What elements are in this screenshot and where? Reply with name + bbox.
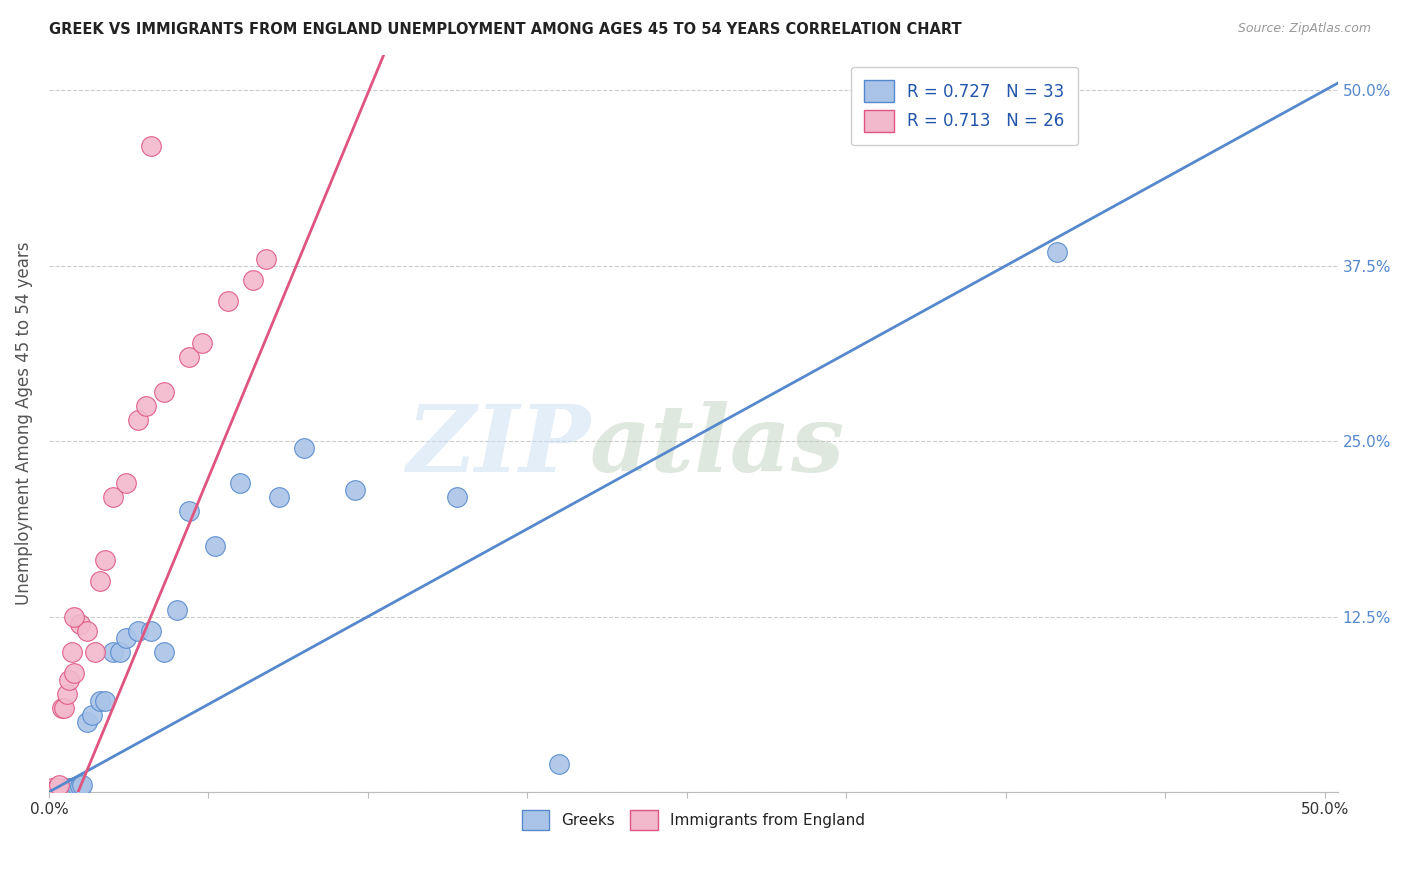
Point xyxy=(56,782,79,797)
Point xyxy=(76,714,98,729)
Point xyxy=(41,780,63,795)
Text: ZIP: ZIP xyxy=(406,401,591,491)
Point xyxy=(66,780,89,794)
Text: atlas: atlas xyxy=(591,401,845,491)
Point xyxy=(191,335,214,350)
Point xyxy=(1046,244,1069,259)
Point xyxy=(254,252,277,266)
Point xyxy=(63,665,86,680)
Point xyxy=(41,783,63,797)
Point xyxy=(139,624,162,638)
Point xyxy=(114,476,136,491)
Point xyxy=(127,624,149,638)
Point xyxy=(101,490,124,504)
Point xyxy=(70,778,93,792)
Point xyxy=(166,602,188,616)
Point xyxy=(179,504,201,518)
Point xyxy=(229,476,252,491)
Point xyxy=(153,645,176,659)
Point xyxy=(53,780,76,795)
Point xyxy=(48,782,70,797)
Point xyxy=(69,616,91,631)
Point xyxy=(45,780,67,795)
Point xyxy=(63,780,86,795)
Point xyxy=(292,441,315,455)
Point xyxy=(344,483,367,498)
Point xyxy=(242,273,264,287)
Point xyxy=(204,540,226,554)
Point xyxy=(63,609,86,624)
Point xyxy=(69,780,91,794)
Point xyxy=(83,645,105,659)
Point xyxy=(51,700,73,714)
Point xyxy=(89,694,111,708)
Point xyxy=(94,694,117,708)
Point xyxy=(153,384,176,399)
Point xyxy=(48,778,70,792)
Point xyxy=(179,350,201,364)
Point xyxy=(42,782,65,797)
Point xyxy=(446,490,468,504)
Point xyxy=(114,631,136,645)
Point xyxy=(127,413,149,427)
Point xyxy=(82,707,104,722)
Legend: Greeks, Immigrants from England: Greeks, Immigrants from England xyxy=(516,804,872,836)
Point xyxy=(139,139,162,153)
Point xyxy=(135,399,157,413)
Point xyxy=(76,624,98,638)
Text: GREEK VS IMMIGRANTS FROM ENGLAND UNEMPLOYMENT AMONG AGES 45 TO 54 YEARS CORRELAT: GREEK VS IMMIGRANTS FROM ENGLAND UNEMPLO… xyxy=(49,22,962,37)
Point xyxy=(58,673,80,687)
Point xyxy=(217,293,239,308)
Point xyxy=(94,553,117,567)
Point xyxy=(60,780,83,795)
Point xyxy=(267,490,290,504)
Point xyxy=(56,687,79,701)
Point xyxy=(89,574,111,589)
Point xyxy=(548,756,571,771)
Point xyxy=(110,645,132,659)
Point xyxy=(45,783,67,797)
Point xyxy=(58,780,80,795)
Text: Source: ZipAtlas.com: Source: ZipAtlas.com xyxy=(1237,22,1371,36)
Point xyxy=(53,700,76,714)
Point xyxy=(101,645,124,659)
Y-axis label: Unemployment Among Ages 45 to 54 years: Unemployment Among Ages 45 to 54 years xyxy=(15,242,32,606)
Point xyxy=(51,782,73,797)
Point xyxy=(60,645,83,659)
